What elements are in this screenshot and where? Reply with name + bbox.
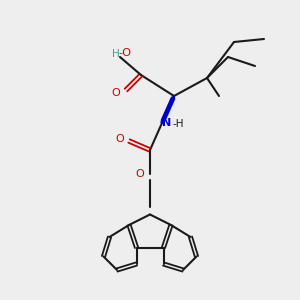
Text: H: H (112, 49, 119, 59)
Text: N: N (162, 118, 171, 128)
Text: -H: -H (173, 119, 184, 130)
Text: O: O (116, 134, 124, 145)
Text: O: O (111, 88, 120, 98)
Polygon shape (161, 96, 174, 124)
Text: O: O (135, 169, 144, 179)
Text: -O: -O (118, 47, 131, 58)
